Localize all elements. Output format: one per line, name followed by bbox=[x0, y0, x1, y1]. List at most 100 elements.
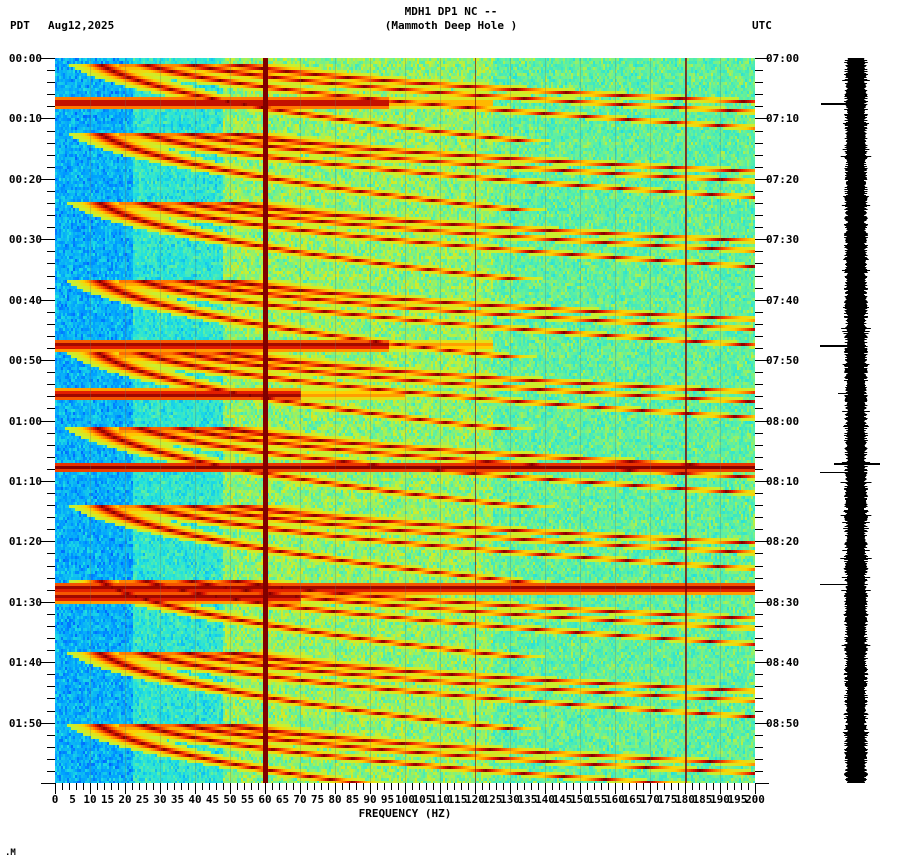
y-axis-label: 00:40 bbox=[8, 294, 42, 307]
x-axis-label: 105 bbox=[412, 793, 433, 806]
x-axis-label: 130 bbox=[500, 793, 520, 806]
y-tick bbox=[755, 251, 763, 252]
y-tick bbox=[755, 203, 763, 204]
x-tick bbox=[629, 783, 630, 790]
x-axis-ticks bbox=[55, 783, 756, 794]
y-tick bbox=[755, 179, 769, 180]
x-tick bbox=[573, 783, 574, 790]
y-tick bbox=[755, 566, 763, 567]
y-tick bbox=[47, 457, 55, 458]
x-tick bbox=[391, 783, 392, 790]
y-tick bbox=[755, 529, 763, 530]
x-tick bbox=[433, 783, 434, 790]
y-tick bbox=[755, 735, 763, 736]
y-axis-label: 00:50 bbox=[8, 354, 42, 367]
corner-mark: .M bbox=[5, 848, 16, 858]
x-tick bbox=[713, 783, 714, 790]
x-tick bbox=[272, 783, 273, 790]
y-tick bbox=[755, 106, 763, 107]
y-tick bbox=[755, 118, 769, 119]
x-tick bbox=[69, 783, 70, 790]
y-tick bbox=[755, 759, 763, 760]
x-tick bbox=[720, 783, 721, 794]
spectrogram-plot[interactable] bbox=[55, 58, 755, 783]
y-tick bbox=[41, 300, 55, 301]
x-axis-labels: 0 5 10 15 20 25 30 35 40 45 50 55 60 65 70 75 80 85 90 95 10… bbox=[0, 793, 902, 809]
x-tick bbox=[377, 783, 378, 790]
x-tick bbox=[181, 783, 182, 790]
x-tick bbox=[321, 783, 322, 790]
y-axis-label: 08:40 bbox=[766, 656, 800, 669]
x-tick bbox=[496, 783, 497, 790]
x-axis-label: 25 bbox=[135, 793, 150, 806]
x-tick bbox=[384, 783, 385, 790]
y-tick bbox=[47, 469, 55, 470]
y-tick bbox=[41, 360, 55, 361]
y-tick bbox=[755, 143, 763, 144]
y-tick bbox=[47, 396, 55, 397]
y-tick bbox=[47, 614, 55, 615]
y-tick bbox=[755, 155, 763, 156]
x-tick bbox=[244, 783, 245, 790]
x-tick bbox=[335, 783, 336, 794]
x-tick bbox=[531, 783, 532, 790]
y-axis-left-labels: 00:00 00:10 00:20 00:30 00:40 00:50 01:00 01:10… bbox=[0, 52, 42, 783]
x-tick bbox=[678, 783, 679, 790]
x-axis-label: 0 bbox=[51, 793, 59, 806]
y-tick bbox=[755, 771, 763, 772]
x-axis-label: 170 bbox=[640, 793, 660, 806]
x-axis-label: 155 bbox=[587, 793, 608, 806]
x-tick bbox=[251, 783, 252, 790]
y-tick bbox=[755, 433, 763, 434]
y-tick bbox=[47, 251, 55, 252]
y-tick bbox=[47, 517, 55, 518]
y-tick bbox=[47, 203, 55, 204]
x-tick bbox=[622, 783, 623, 790]
x-tick bbox=[545, 783, 546, 794]
x-axis-title: FREQUENCY (HZ) bbox=[358, 807, 452, 820]
y-tick bbox=[47, 711, 55, 712]
x-tick bbox=[167, 783, 168, 790]
x-axis-label: 150 bbox=[570, 793, 590, 806]
y-tick bbox=[47, 674, 55, 675]
y-tick bbox=[47, 566, 55, 567]
seismic-trace-canvas bbox=[820, 58, 902, 783]
y-tick bbox=[47, 155, 55, 156]
seismic-trace-panel[interactable] bbox=[820, 58, 902, 783]
x-tick bbox=[160, 783, 161, 794]
x-tick bbox=[174, 783, 175, 790]
x-tick bbox=[279, 783, 280, 790]
x-tick bbox=[475, 783, 476, 794]
y-tick bbox=[755, 239, 769, 240]
x-axis-label: 140 bbox=[535, 793, 555, 806]
y-tick bbox=[755, 541, 769, 542]
x-axis-label: 185 bbox=[692, 793, 713, 806]
x-tick bbox=[734, 783, 735, 790]
y-tick bbox=[47, 686, 55, 687]
y-tick bbox=[41, 662, 55, 663]
x-axis-label: 125 bbox=[482, 793, 503, 806]
y-tick bbox=[47, 263, 55, 264]
y-axis-label: 07:40 bbox=[766, 294, 800, 307]
x-tick bbox=[566, 783, 567, 790]
x-axis-label: 115 bbox=[447, 793, 468, 806]
y-tick bbox=[47, 735, 55, 736]
x-tick bbox=[517, 783, 518, 790]
x-tick bbox=[307, 783, 308, 790]
x-tick bbox=[419, 783, 420, 790]
y-axis-label: 07:50 bbox=[766, 354, 800, 367]
y-tick bbox=[755, 493, 763, 494]
x-tick bbox=[426, 783, 427, 790]
y-tick bbox=[755, 469, 763, 470]
y-tick bbox=[755, 215, 763, 216]
y-tick bbox=[755, 94, 763, 95]
x-axis-label: 35 bbox=[170, 793, 185, 806]
y-axis-label: 08:20 bbox=[766, 535, 800, 548]
y-tick bbox=[41, 58, 55, 59]
y-axis-label: 08:10 bbox=[766, 475, 800, 488]
y-tick bbox=[755, 191, 763, 192]
y-tick bbox=[47, 167, 55, 168]
y-axis-label: 07:00 bbox=[766, 52, 800, 65]
y-tick bbox=[755, 698, 763, 699]
y-axis-label: 00:10 bbox=[8, 112, 42, 125]
